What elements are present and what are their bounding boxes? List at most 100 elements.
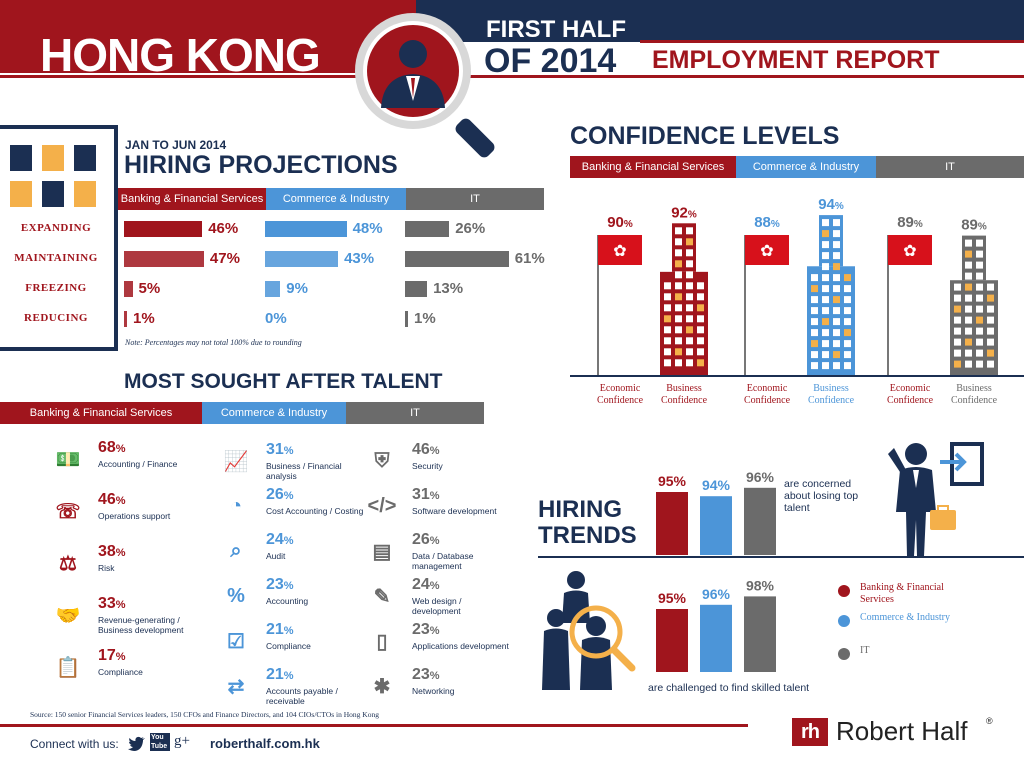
building-window (822, 230, 829, 238)
building-window (686, 348, 693, 356)
brand-name: Robert Half (836, 716, 968, 746)
hp-bar (265, 221, 347, 237)
talent-percent: 21% (266, 666, 294, 683)
talent-item: ▤ 26% Data / Database management (360, 531, 512, 572)
hp-note: Note: Percentages may not total 100% due… (125, 338, 302, 347)
trends-bar (700, 496, 732, 555)
building-window (833, 285, 840, 293)
hp-value: 43% (344, 250, 375, 267)
building-window (833, 351, 840, 359)
trends-top-caption: are concerned about losing top talent (784, 478, 859, 514)
talent-percent-value: 31 (266, 441, 284, 458)
talent-percent: 46% (98, 491, 126, 508)
building-window (675, 304, 682, 312)
building-window (675, 260, 682, 268)
registered-mark: ® (986, 716, 993, 726)
talent-text: 38% Risk (98, 544, 208, 574)
building-window (664, 337, 671, 345)
hp-bar (405, 221, 450, 237)
building-window (954, 305, 961, 313)
google-plus-icon[interactable]: g+ (174, 733, 190, 749)
smartphone-icon: ▯ (376, 630, 388, 653)
building-window (697, 337, 704, 345)
building-window (965, 261, 972, 269)
trends-divider (538, 556, 1024, 558)
building-window (811, 296, 818, 304)
talent-percent-value: 24 (266, 531, 284, 548)
building-window (811, 274, 818, 282)
building-window (822, 362, 829, 370)
building-window (822, 274, 829, 282)
website-link[interactable]: roberthalf.com.hk (210, 736, 320, 751)
talent-label: Business / Financial analysis (266, 461, 342, 481)
checklist-icon: ☑ (227, 630, 245, 653)
talent-item: </> 31% Software development (360, 487, 512, 525)
hp-value: 1% (414, 310, 436, 327)
trends-bottom-caption: are challenged to find skilled talent (648, 682, 810, 694)
building-window (675, 326, 682, 334)
building-window (664, 304, 671, 312)
building-window (965, 272, 972, 280)
talent-percent-value: 23 (412, 666, 430, 683)
talent-label: Operations support (98, 511, 171, 521)
talent-text: 23% Accounting (266, 576, 366, 607)
talent-percent-value: 23 (266, 576, 284, 593)
building-window (987, 360, 994, 368)
talent-percent: 31% (412, 486, 440, 503)
network-icon: ✱ (373, 675, 391, 698)
connect-label: Connect with us: (30, 737, 119, 751)
talent-percent: 26% (412, 531, 440, 548)
talent-item: 📈 31% Business / Financial analysis (214, 441, 366, 482)
caption-line: Business (666, 383, 702, 394)
conf-tab-it: IT (876, 156, 1024, 178)
twitter-icon[interactable] (128, 736, 146, 752)
building-window (822, 296, 829, 304)
magnifier-icon: ⌕ (230, 539, 242, 562)
building-window (987, 349, 994, 357)
building-window (976, 294, 983, 302)
money-icon: 💵 (55, 448, 81, 471)
handshake-icon: 🤝 (55, 604, 81, 627)
talent-percent: 23% (412, 666, 440, 683)
building-window (954, 283, 961, 291)
talent-percent: 17% (98, 647, 126, 664)
trends-value: 96% (702, 586, 731, 602)
youtube-icon[interactable]: You Tube (150, 733, 170, 753)
talent-percent-value: 46 (98, 491, 116, 508)
building-window (833, 318, 840, 326)
trends-bar (656, 492, 688, 555)
confidence-caption: Economic Confidence (585, 383, 655, 407)
talent-percent: 24% (266, 531, 294, 548)
building-window (686, 326, 693, 334)
building-window (675, 227, 682, 235)
building-window (811, 329, 818, 337)
building-window (954, 327, 961, 335)
talent-text: 21% Accounts payable / receivable (266, 666, 366, 707)
talent-item: 🤝 33% Revenue-generating / Business develo… (46, 595, 208, 636)
building-window (844, 351, 851, 359)
talent-tab-it: IT (346, 402, 484, 424)
building-window (686, 227, 693, 235)
building-window (675, 249, 682, 257)
hp-bar (124, 281, 133, 297)
building-window (664, 315, 671, 323)
talent-label: Web design / development (412, 596, 462, 616)
building-window (987, 316, 994, 324)
building-window (675, 337, 682, 345)
talent-percent-value: 21 (266, 666, 284, 683)
magnifier-person-icon (355, 13, 495, 158)
building-window (697, 293, 704, 301)
talent-text: 31% Business / Financial analysis (266, 441, 366, 482)
confidence-value: 89% (897, 214, 923, 231)
talent-label: Cost Accounting / Costing (266, 506, 364, 516)
talent-text: 21% Compliance (266, 622, 366, 652)
talent-percent: 33% (98, 595, 126, 612)
building-window (844, 362, 851, 370)
hp-period: JAN TO JUN 2014 (125, 138, 227, 152)
talent-text: 68% Accounting / Finance (98, 440, 208, 470)
building-window (965, 327, 972, 335)
talent-title: MOST SOUGHT AFTER TALENT (124, 370, 443, 393)
building-window (686, 282, 693, 290)
legend-dot (838, 615, 850, 627)
talent-text: 23% Networking (412, 666, 512, 697)
